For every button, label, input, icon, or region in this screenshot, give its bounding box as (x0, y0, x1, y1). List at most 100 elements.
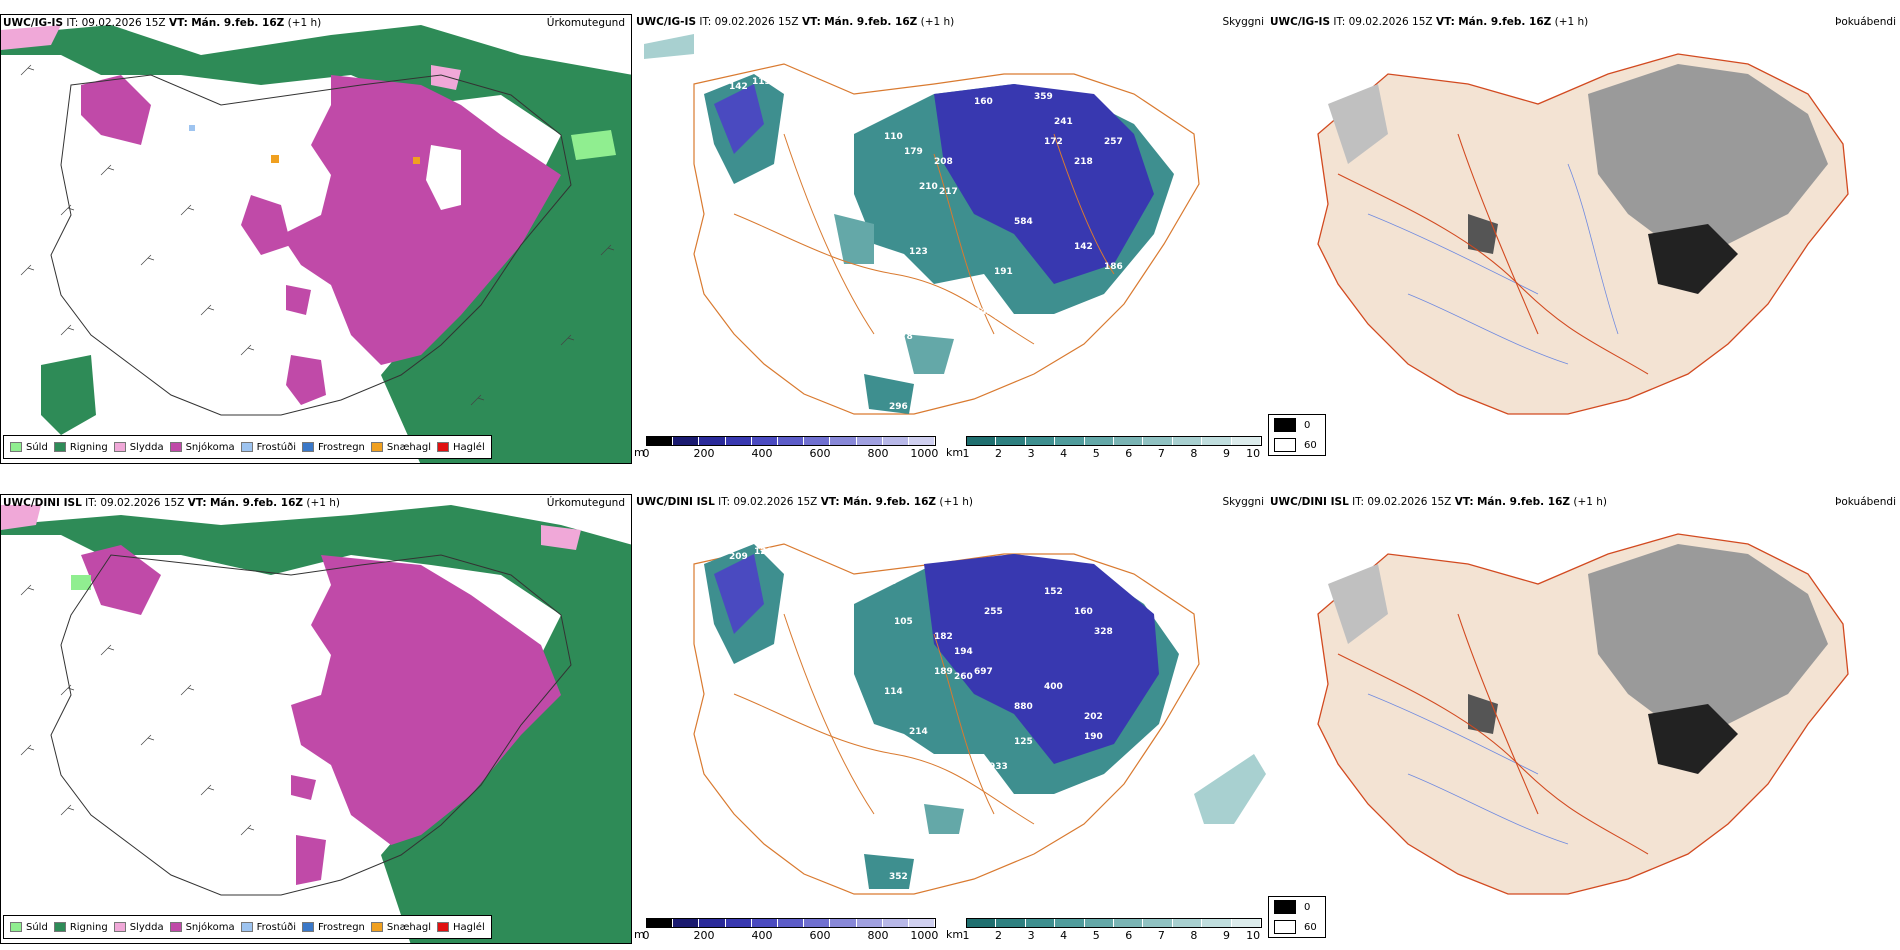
svg-text:278: 278 (894, 332, 913, 342)
visibility-unit-m: m (634, 446, 645, 459)
run-time: IT: 09.02.2026 15Z (1352, 496, 1452, 508)
fog-map-svg (1268, 14, 1900, 464)
lead-time: (+1 h) (939, 496, 974, 508)
legend-swatch (10, 922, 22, 932)
legend-swatch (53, 922, 66, 932)
svg-text:255: 255 (984, 607, 1003, 617)
fog-map-row2: UWC/DINI ISL IT: 09.02.2026 15Z VT: Mán.… (1268, 494, 1900, 944)
fog-map-row1: UWC/IG-IS IT: 09.02.2026 15Z VT: Mán. 9.… (1268, 14, 1900, 464)
svg-text:697: 697 (974, 667, 993, 677)
visibility-m-colorbar: 0 200 400 600 800 1000 (643, 436, 938, 460)
model-name: UWC/DINI ISL (636, 496, 715, 508)
model-name: UWC/DINI ISL (3, 497, 82, 509)
precip-legend: Súld Rigning Slydda Snjókoma Frostúði Fr… (3, 915, 492, 939)
svg-text:209: 209 (729, 552, 748, 562)
legend-swatch (10, 442, 22, 452)
fog-legend: 0 60 (1268, 414, 1326, 456)
model-name: UWC/IG-IS (3, 17, 64, 29)
legend-item-rigning: Rigning (53, 442, 108, 453)
legend-swatch (240, 442, 253, 452)
legend-swatch (240, 922, 253, 932)
tick-label: 2 (995, 447, 1003, 460)
lead-time: (+1 h) (306, 497, 341, 509)
variable-name: Úrkomutegund (546, 17, 625, 29)
visibility-km-colorbar: 1 2 3 4 5 6 7 8 9 10 (962, 918, 1262, 942)
legend-item-snaehagl: Snæhagl (370, 442, 431, 453)
legend-swatch (53, 442, 66, 452)
variable-name: Úrkomutegund (546, 497, 625, 509)
legend-swatch (169, 442, 182, 452)
legend-swatch (1274, 920, 1296, 934)
svg-text:584: 584 (1014, 217, 1033, 227)
colorbar-strip (646, 436, 936, 446)
tick-label: 5 (1092, 929, 1100, 942)
tick-label: 1 (962, 447, 970, 460)
tick-label: 600 (809, 447, 831, 460)
legend-swatch (1274, 900, 1296, 914)
svg-text:152: 152 (1044, 587, 1063, 597)
svg-text:105: 105 (894, 617, 913, 627)
tick-label: 200 (693, 929, 715, 942)
valid-time: Mán. 9.feb. 16Z (191, 17, 285, 29)
legend-swatch (370, 922, 383, 932)
tick-label: 8 (1190, 929, 1198, 942)
legend-swatch (302, 442, 314, 452)
visibility-m-colorbar: 0 200 400 600 800 1000 (643, 918, 938, 942)
tick-label: 600 (809, 929, 831, 942)
legend-label: 0 (1304, 901, 1311, 913)
valid-time: Mán. 9.feb. 16Z (1458, 16, 1552, 28)
legend-swatch (1274, 418, 1296, 432)
tick-label: 2 (995, 929, 1003, 942)
tick-label: 1 (962, 929, 970, 942)
svg-text:260: 260 (954, 672, 973, 682)
svg-text:186: 186 (1104, 262, 1123, 272)
tick-label: 10 (1246, 929, 1261, 942)
legend-swatch (437, 442, 450, 452)
visibility-unit-km: km (946, 446, 964, 459)
visibility-map-row2: 209 120 88 78 105 182 194 189 260 255 152 160 32… (634, 494, 1266, 944)
tick-label: 200 (693, 447, 715, 460)
legend-item-frostudi: Frostúði (240, 442, 296, 453)
svg-text:645: 645 (974, 307, 993, 317)
svg-text:78: 78 (884, 577, 897, 587)
tick-label: 9 (1222, 447, 1230, 460)
legend-swatch (370, 442, 383, 452)
svg-text:217: 217 (939, 187, 958, 197)
legend-item-sudl: Súld (10, 442, 48, 453)
legend-swatch (302, 922, 314, 932)
visibility-unit-km: km (946, 928, 964, 941)
legend-item-snaehagl: Snæhagl (370, 922, 431, 933)
legend-label: 60 (1304, 921, 1317, 933)
precip-legend: Súld Rigning Slydda Snjókoma Frostúði Fr… (3, 435, 492, 459)
tick-label: 800 (867, 929, 889, 942)
svg-text:88: 88 (784, 597, 797, 607)
lead-time: (+1 h) (1573, 496, 1608, 508)
map-title: UWC/IG-IS IT: 09.02.2026 15Z VT: Mán. 9.… (1270, 16, 1588, 28)
valid-time: Mán. 9.feb. 16Z (842, 496, 937, 508)
legend-swatch (1274, 438, 1296, 452)
legend-item-frostregn: Frostregn (302, 442, 365, 453)
tick-label: 5 (1092, 447, 1100, 460)
svg-text:328: 328 (1094, 627, 1113, 637)
tick-label: 4 (1060, 447, 1068, 460)
svg-text:208: 208 (934, 157, 953, 167)
legend-swatch (113, 442, 126, 452)
valid-label: VT: (1435, 16, 1455, 28)
tick-label: 3 (1027, 447, 1035, 460)
legend-item-frostudi: Frostúði (240, 922, 296, 933)
svg-text:123: 123 (909, 247, 928, 257)
map-title: UWC/DINI ISL IT: 09.02.2026 15Z VT: Mán.… (636, 496, 973, 508)
run-time: IT: 09.02.2026 15Z (699, 16, 799, 28)
precip-type-map-row1: UWC/IG-IS IT: 09.02.2026 15Z VT: Mán. 9.… (0, 14, 632, 464)
run-time: IT: 09.02.2026 15Z (85, 497, 185, 509)
legend-item-haglel: Haglél (437, 922, 485, 933)
svg-text:179: 179 (904, 147, 923, 157)
model-name: UWC/IG-IS (636, 16, 697, 28)
svg-text:110: 110 (884, 132, 903, 142)
valid-time: Mán. 9.feb. 16Z (1476, 496, 1571, 508)
svg-text:257: 257 (1104, 137, 1123, 147)
tick-label: 8 (1190, 447, 1198, 460)
legend-item-haglel: Haglél (437, 442, 485, 453)
tick-label: 4 (1060, 929, 1068, 942)
lead-time: (+1 h) (920, 16, 955, 28)
